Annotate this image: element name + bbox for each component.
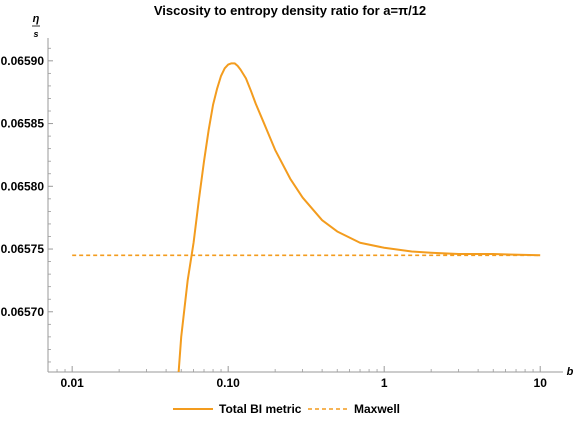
- series-line-total-bi-metric: [177, 62, 541, 372]
- x-tick-label-2: 1: [381, 376, 388, 390]
- x-tick-label-0: 0.01: [60, 376, 84, 390]
- legend-item-total-bi: Total BI metric: [173, 402, 302, 416]
- y-tick-label-3: 0.06585: [1, 117, 45, 131]
- legend-item-maxwell: Maxwell: [308, 402, 400, 416]
- x-axis-label: b: [567, 366, 574, 378]
- y-tick-label-1: 0.06575: [1, 242, 45, 256]
- plot-area: 0.06570 0.06575 0.06580 0.06585 0.06590 0.01 0…: [1, 38, 563, 390]
- x-tick-label-3: 10: [534, 376, 548, 390]
- y-tick-label-2: 0.06580: [1, 179, 45, 193]
- chart-title: Viscosity to entropy density ratio for a…: [154, 3, 426, 18]
- x-tick-label-1: 0.10: [216, 376, 240, 390]
- legend-label-total-bi: Total BI metric: [219, 402, 302, 416]
- y-axis-label-denominator: s: [33, 29, 38, 39]
- y-axis-label-numerator: η: [33, 13, 40, 25]
- y-tick-label-4: 0.06590: [1, 54, 45, 68]
- legend: Total BI metric Maxwell: [173, 402, 400, 416]
- y-tick-label-0: 0.06570: [1, 305, 45, 319]
- y-axis-label: η s: [32, 13, 40, 39]
- legend-label-maxwell: Maxwell: [354, 402, 400, 416]
